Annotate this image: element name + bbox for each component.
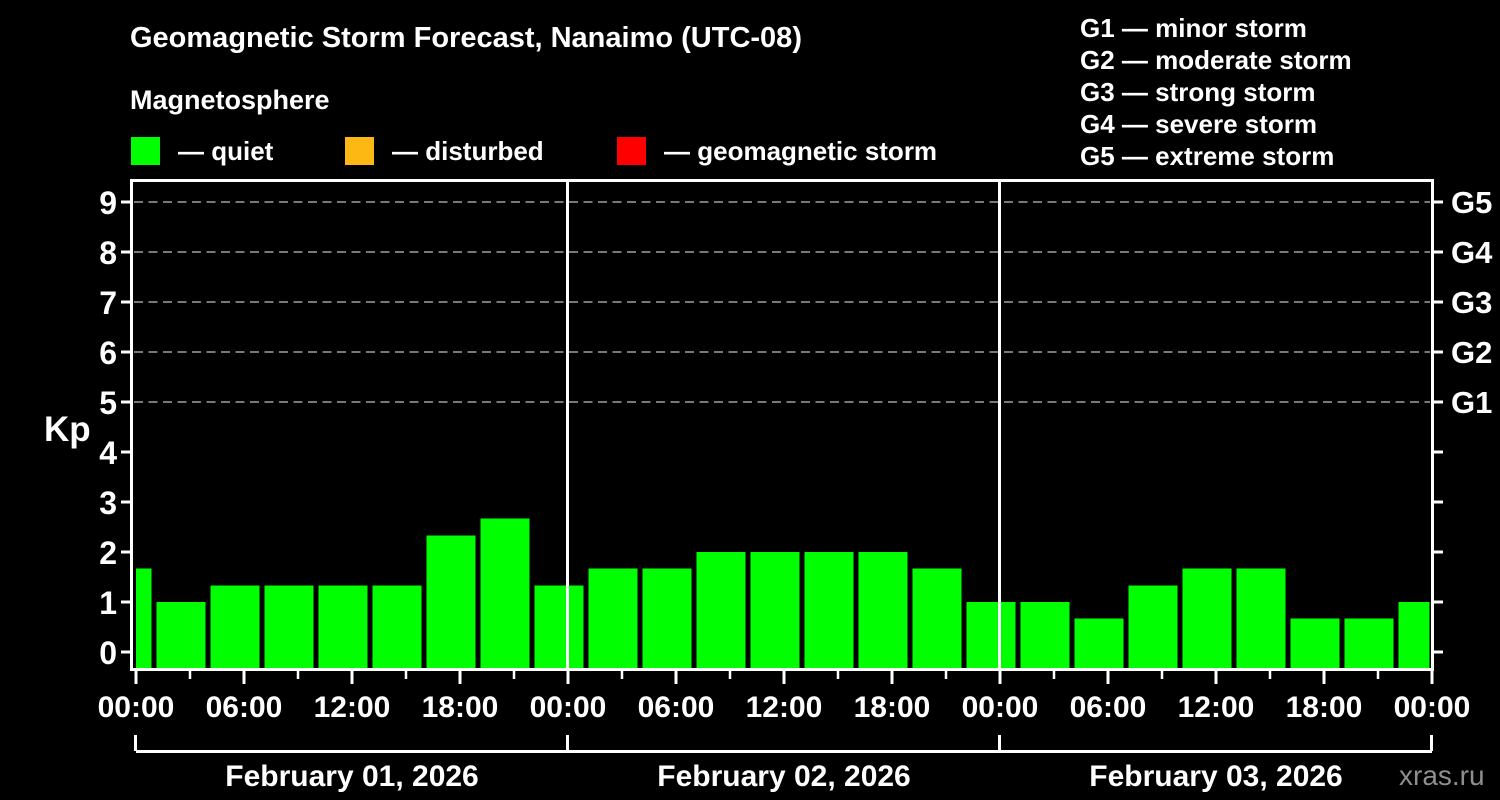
kp-bar — [750, 552, 800, 668]
kp-bar — [480, 518, 530, 668]
g-scale-label: G3 — [1451, 285, 1492, 320]
kp-bar — [588, 568, 638, 668]
watermark-xras: xras.ru — [1399, 760, 1485, 791]
disturbed-color-swatch — [345, 137, 374, 165]
page-title: Geomagnetic Storm Forecast, Nanaimo (UTC… — [130, 22, 802, 54]
date-range-label: February 02, 2026 — [657, 760, 911, 793]
storm-scale-item-g4: G4 — severe storm — [1080, 109, 1318, 139]
storm-scale-legend: G1 — minor storm G2 — moderate storm G3 … — [1080, 12, 1352, 172]
x-axis-tick-label: 06:00 — [1070, 691, 1147, 724]
x-axis-tick-label: 12:00 — [746, 691, 823, 724]
kp-bar — [1074, 618, 1124, 668]
y-axis-tick-label: 3 — [99, 485, 117, 521]
kp-bar — [1398, 602, 1430, 668]
kp-bar — [156, 602, 206, 668]
x-axis-tick-label: 00:00 — [962, 691, 1039, 724]
kp-bar — [426, 535, 476, 668]
quiet-legend-label: — quiet — [178, 136, 274, 166]
kp-bar — [966, 602, 1016, 668]
kp-axis-title: Kp — [44, 410, 91, 449]
x-axis-tick-label: 06:00 — [638, 691, 715, 724]
kp-bar — [1182, 568, 1232, 668]
kp-bar — [1290, 618, 1340, 668]
kp-bar — [858, 552, 908, 668]
kp-bar — [534, 585, 584, 668]
y-axis-tick-label: 2 — [99, 535, 117, 571]
y-axis-tick-label: 7 — [99, 285, 117, 321]
y-axis-tick-label: 6 — [99, 335, 117, 371]
g-scale-label: G5 — [1451, 185, 1492, 220]
x-axis-tick-label: 06:00 — [206, 691, 283, 724]
y-axis-tick-label: 5 — [99, 385, 117, 421]
storm-color-swatch — [617, 137, 646, 165]
y-axis-tick-label: 4 — [99, 435, 117, 471]
kp-bar — [1020, 602, 1070, 668]
storm-legend-label: — geomagnetic storm — [664, 136, 938, 166]
kp-bar — [1236, 568, 1286, 668]
y-axis-tick-label: 0 — [99, 635, 117, 671]
x-axis-tick-label: 00:00 — [530, 691, 607, 724]
kp-bar — [1344, 618, 1394, 668]
x-axis-tick-label: 12:00 — [1178, 691, 1255, 724]
kp-bar — [210, 585, 260, 668]
legend-item-geomagnetic-storm: — geomagnetic storm — [617, 137, 937, 165]
legend-item-quiet: — quiet — [131, 137, 273, 165]
storm-scale-item-g1: G1 — minor storm — [1080, 13, 1307, 43]
y-axis-tick-label: 9 — [99, 185, 117, 221]
quiet-color-swatch — [131, 137, 160, 165]
plot-border — [130, 179, 1434, 671]
kp-bar — [136, 568, 152, 668]
kp-bar — [642, 568, 692, 668]
date-range-label: February 03, 2026 — [1089, 760, 1343, 793]
x-axis-tick-label: 00:00 — [98, 691, 175, 724]
disturbed-legend-label: — disturbed — [392, 136, 544, 166]
y-axis-tick-label: 8 — [99, 235, 117, 271]
x-axis-tick-label: 18:00 — [1286, 691, 1363, 724]
x-axis-tick-label: 00:00 — [1394, 691, 1471, 724]
kp-bar — [318, 585, 368, 668]
y-axis-tick-label: 1 — [99, 585, 117, 621]
storm-scale-item-g5: G5 — extreme storm — [1080, 141, 1335, 171]
kp-bar — [1128, 585, 1178, 668]
storm-scale-item-g3: G3 — strong storm — [1080, 77, 1316, 107]
kp-bar — [804, 552, 854, 668]
x-axis-tick-label: 18:00 — [854, 691, 931, 724]
storm-scale-item-g2: G2 — moderate storm — [1080, 45, 1352, 75]
g-scale-label: G2 — [1451, 335, 1492, 370]
date-range-label: February 01, 2026 — [225, 760, 479, 793]
legend-item-disturbed: — disturbed — [345, 137, 544, 165]
g-scale-label: G4 — [1451, 235, 1493, 270]
kp-bar — [696, 552, 746, 668]
kp-bar — [912, 568, 962, 668]
x-axis-tick-label: 12:00 — [314, 691, 391, 724]
g-scale-label: G1 — [1451, 385, 1492, 420]
kp-bar — [372, 585, 422, 668]
magnetosphere-label: Magnetosphere — [130, 85, 330, 115]
x-axis-tick-label: 18:00 — [422, 691, 499, 724]
kp-bar — [264, 585, 314, 668]
